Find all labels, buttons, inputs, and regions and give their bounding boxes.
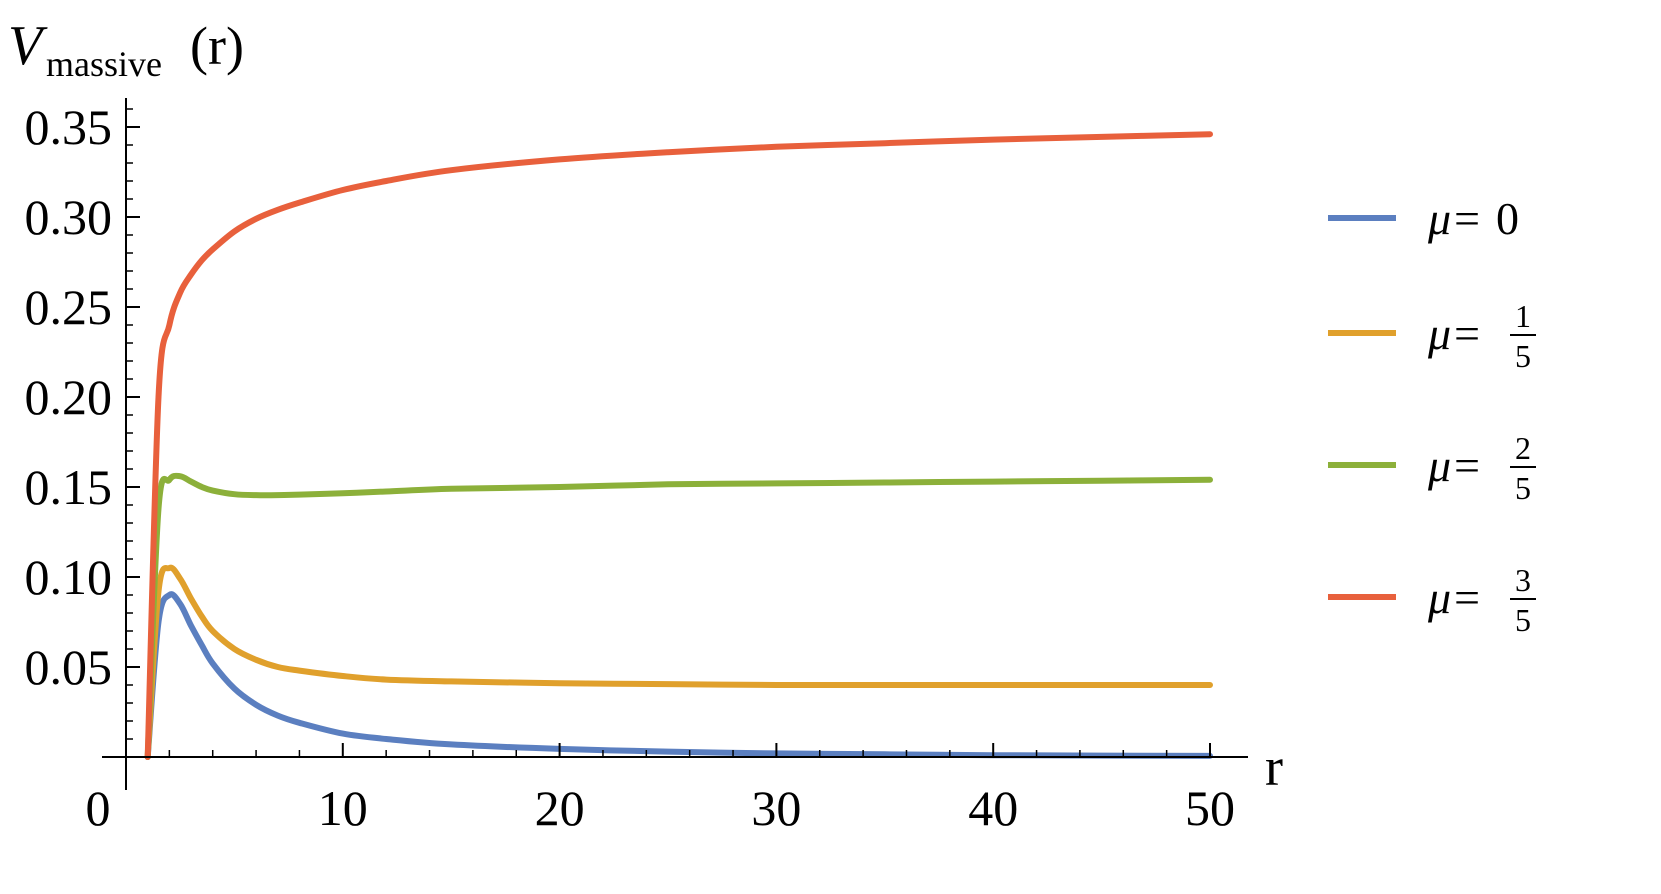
legend-label-denominator: 5 bbox=[1515, 470, 1531, 506]
legend-label-denominator: 5 bbox=[1515, 338, 1531, 374]
legend-item: μ= 3 5 bbox=[1328, 562, 1536, 638]
y-axis-label-sub: massive bbox=[46, 44, 162, 84]
y-axis-label: V massive (r) bbox=[8, 15, 244, 84]
series-line-4 bbox=[144, 131, 1213, 760]
y-tick-label: 0.15 bbox=[25, 459, 113, 515]
legend-label-numerator: 2 bbox=[1515, 430, 1531, 466]
legend-label-numerator: 1 bbox=[1515, 298, 1531, 334]
x-tick-label: 20 bbox=[535, 780, 585, 836]
y-axis-label-main: V bbox=[8, 15, 48, 77]
y-tick-label: 0.10 bbox=[25, 549, 113, 605]
legend-label-prefix: μ= bbox=[1427, 308, 1482, 359]
y-tick-label: 0.25 bbox=[25, 279, 113, 335]
x-tick-label: 30 bbox=[751, 780, 801, 836]
legend-label-prefix: μ= bbox=[1427, 440, 1482, 491]
legend-item: μ= 2 5 bbox=[1328, 430, 1536, 506]
series-line-2 bbox=[144, 564, 1213, 760]
legend-label-numerator: 3 bbox=[1515, 562, 1531, 598]
legend-label-prefix: μ= bbox=[1427, 572, 1482, 623]
legend-label-denominator: 5 bbox=[1515, 602, 1531, 638]
axes: 0 10 20 30 40 50 0.05 0.10 0.15 0.20 0.25 0.30 0.35 bbox=[25, 98, 1248, 836]
x-tick-label: 10 bbox=[318, 780, 368, 836]
x-tick-label: 50 bbox=[1185, 780, 1235, 836]
y-tick-label: 0.20 bbox=[25, 369, 113, 425]
legend-item: μ= 0 bbox=[1328, 193, 1519, 244]
x-tick-label: 40 bbox=[968, 780, 1018, 836]
series-line-1 bbox=[144, 591, 1213, 760]
x-axis-label: r bbox=[1265, 737, 1283, 797]
series-line-3 bbox=[144, 472, 1213, 760]
y-tick-label: 0.35 bbox=[25, 99, 113, 155]
y-tick-label: 0.05 bbox=[25, 639, 113, 695]
x-tick-label: 0 bbox=[86, 780, 111, 836]
y-tick-label: 0.30 bbox=[25, 189, 113, 245]
legend-item: μ= 1 5 bbox=[1328, 298, 1536, 374]
legend-label-prefix: μ= bbox=[1427, 193, 1482, 244]
legend: μ= 0 μ= 1 5 μ= 2 5 μ= 3 5 bbox=[1328, 193, 1536, 638]
y-axis-label-tail: (r) bbox=[190, 16, 244, 76]
legend-label-value: 0 bbox=[1496, 193, 1519, 244]
plot-area bbox=[144, 131, 1213, 760]
